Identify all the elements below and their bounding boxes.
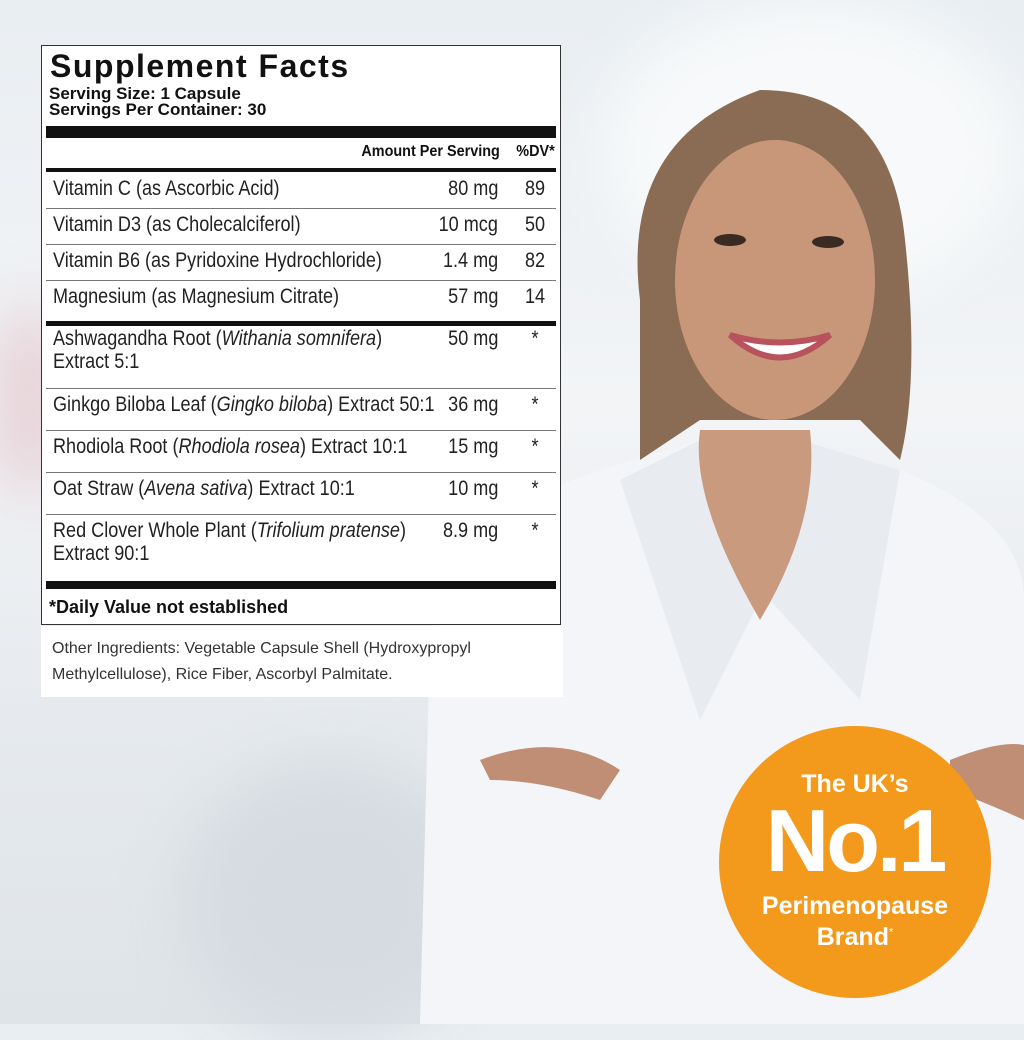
amount: 57 mg	[447, 285, 498, 308]
name-text: Rhodiola Root (	[53, 435, 179, 458]
nutrient-name: Rhodiola Root (Rhodiola rosea) Extract 1…	[53, 435, 407, 458]
name-line2: Extract 5:1	[53, 350, 140, 373]
daily-value: *	[531, 435, 539, 458]
amount: 10 mg	[447, 477, 498, 500]
nutrient-row: Ashwagandha Root (Withania somnifera) Ext…	[46, 323, 556, 389]
amount: 50 mg	[447, 327, 498, 350]
daily-value: *	[531, 327, 539, 350]
serving-size: Serving Size: 1 Capsule	[49, 84, 241, 103]
latin-name: Rhodiola rosea	[178, 435, 300, 458]
divider	[46, 321, 556, 326]
daily-value: 50	[524, 213, 546, 236]
badge-brand: Brand	[816, 923, 889, 951]
daily-value: *	[531, 393, 539, 416]
footnote: *Daily Value not established	[49, 597, 289, 617]
servings-per-container: Servings Per Container: 30	[49, 100, 267, 119]
badge-line1: The UK’s	[801, 770, 909, 798]
nutrient-name: Oat Straw (Avena sativa) Extract 10:1	[53, 477, 355, 500]
daily-value: *	[531, 519, 539, 542]
name-text: Ginkgo Biloba Leaf (	[53, 393, 217, 416]
nutrient-row: Oat Straw (Avena sativa) Extract 10:1 10 …	[46, 473, 556, 515]
divider-thick	[46, 126, 556, 138]
nutrient-row: Vitamin B6 (as Pyridoxine Hydrochloride)…	[46, 245, 556, 281]
badge-mark: *	[888, 926, 894, 939]
nutrient-name: Ginkgo Biloba Leaf (Gingko biloba) Extra…	[53, 393, 435, 416]
amount: 8.9 mg	[442, 519, 498, 542]
supplement-facts-panel: Supplement Facts Serving Size: 1 Capsule…	[41, 45, 561, 625]
name-text: Oat Straw (	[53, 477, 145, 500]
name-text: Vitamin B6 (as Pyridoxine Hydrochloride)	[53, 249, 382, 272]
name-suffix: ) Extract 50:1	[327, 393, 435, 416]
latin-name: Trifolium pratense	[256, 519, 400, 542]
nutrient-row: Vitamin C (as Ascorbic Acid) 80 mg 89	[46, 173, 556, 209]
nutrient-name: Magnesium (as Magnesium Citrate)	[53, 285, 339, 308]
latin-name: Withania somnifera	[221, 327, 377, 350]
daily-value: 14	[524, 285, 546, 308]
nutrient-row: Red Clover Whole Plant (Trifolium praten…	[46, 515, 556, 581]
badge-line2: No.1	[765, 791, 948, 890]
amount-header: Amount Per Serving	[361, 143, 500, 160]
name-suffix: )	[376, 327, 383, 350]
nutrient-row: Vitamin D3 (as Cholecalciferol) 10 mcg 50	[46, 209, 556, 245]
latin-name: Gingko biloba	[216, 393, 328, 416]
other-ingredients-panel: Other Ingredients: Vegetable Capsule She…	[41, 626, 563, 697]
name-suffix: ) Extract 10:1	[299, 435, 408, 458]
divider-thick	[46, 581, 556, 589]
name-text: Vitamin D3 (as Cholecalciferol)	[53, 213, 301, 236]
daily-value: 89	[524, 177, 546, 200]
name-text: Red Clover Whole Plant (	[53, 519, 257, 542]
amount: 15 mg	[447, 435, 498, 458]
name-line2: Extract 90:1	[53, 542, 150, 565]
nutrient-name: Vitamin D3 (as Cholecalciferol)	[53, 213, 301, 236]
latin-name: Avena sativa	[144, 477, 248, 500]
label-title: Supplement Facts	[50, 48, 350, 84]
daily-value: 82	[524, 249, 546, 272]
amount: 80 mg	[447, 177, 498, 200]
name-suffix: )	[399, 519, 406, 542]
nutrient-name: Vitamin B6 (as Pyridoxine Hydrochloride)	[53, 249, 382, 272]
other-ingredients: Other Ingredients: Vegetable Capsule She…	[52, 640, 471, 683]
dv-header: %DV*	[516, 143, 555, 160]
amount: 10 mcg	[438, 213, 498, 236]
badge-line3: Perimenopause	[761, 892, 949, 920]
nutrient-row: Ginkgo Biloba Leaf (Gingko biloba) Extra…	[46, 389, 556, 431]
badge-line4: Brand*	[719, 923, 991, 952]
name-text: Ashwagandha Root (	[53, 327, 222, 350]
nutrient-row: Magnesium (as Magnesium Citrate) 57 mg 14	[46, 281, 556, 319]
name-text: Vitamin C (as Ascorbic Acid)	[53, 177, 280, 200]
divider	[46, 168, 556, 172]
nutrient-name: Vitamin C (as Ascorbic Acid)	[53, 177, 280, 200]
nutrient-name: Red Clover Whole Plant (Trifolium praten…	[53, 519, 406, 565]
daily-value: *	[531, 477, 539, 500]
no1-brand-badge: The UK’s No.1 Perimenopause Brand*	[719, 726, 991, 998]
name-text: Magnesium (as Magnesium Citrate)	[53, 285, 340, 308]
name-suffix: ) Extract 10:1	[247, 477, 355, 500]
amount: 1.4 mg	[442, 249, 498, 272]
amount: 36 mg	[447, 393, 498, 416]
nutrient-name: Ashwagandha Root (Withania somnifera) Ext…	[53, 327, 382, 373]
nutrient-row: Rhodiola Root (Rhodiola rosea) Extract 1…	[46, 431, 556, 473]
